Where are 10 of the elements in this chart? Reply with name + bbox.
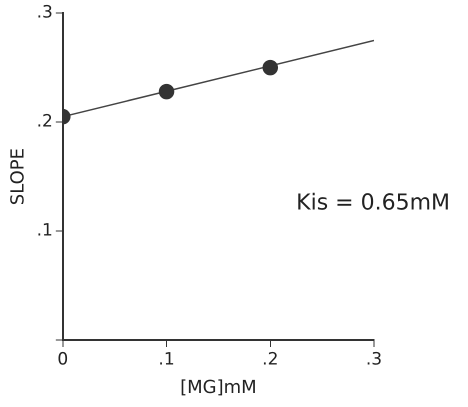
x-tick-label: .1 bbox=[158, 350, 175, 370]
y-axis-title: SLOPE bbox=[7, 148, 28, 206]
y-tick-label: .3 bbox=[36, 2, 53, 23]
annotation: Kis = 0.65mM bbox=[296, 190, 450, 216]
y-tick-label: .2 bbox=[36, 112, 53, 132]
x-axis-title: [MG]mM bbox=[180, 376, 257, 398]
x-tick-label: 0 bbox=[57, 350, 68, 370]
y-tick-label: .1 bbox=[36, 220, 53, 240]
x-tick-label: .2 bbox=[262, 350, 278, 370]
x-tick-label: .3 bbox=[366, 350, 382, 370]
